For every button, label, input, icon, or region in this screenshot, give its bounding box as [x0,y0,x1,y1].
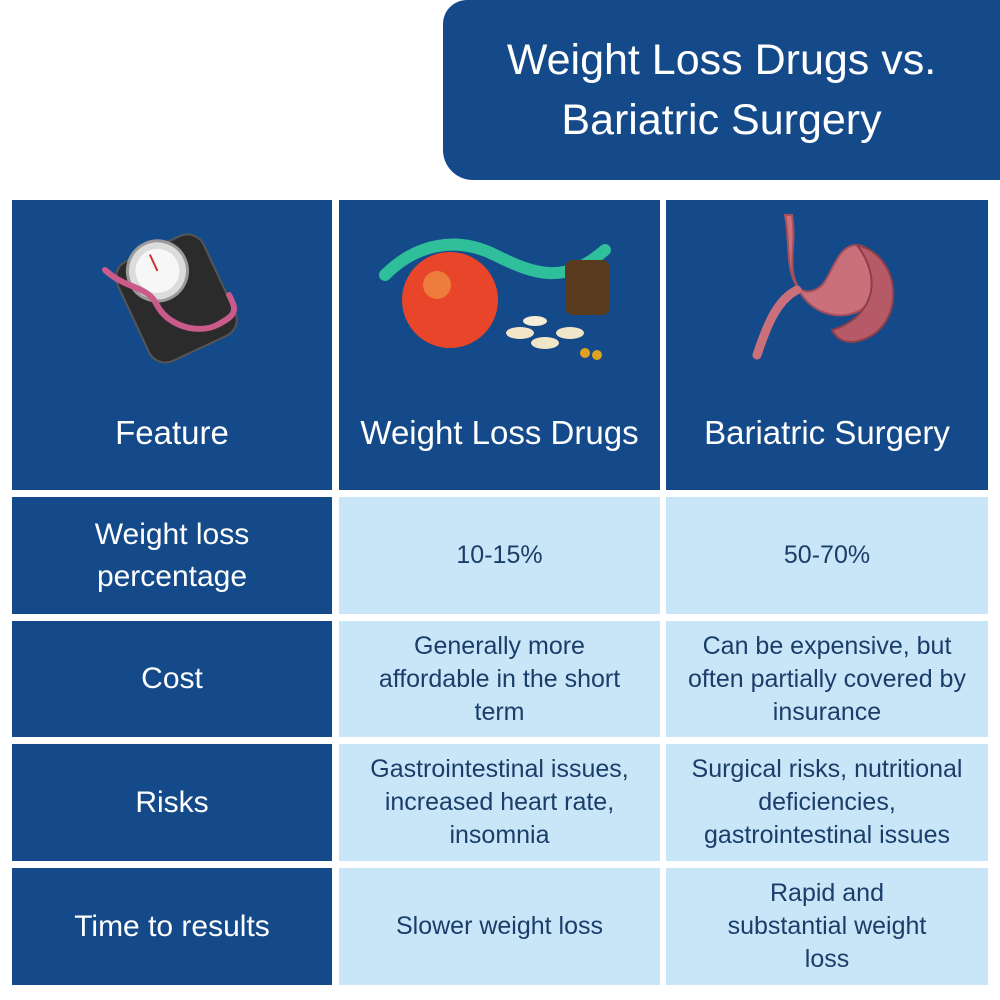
cell-surgery-cost: Can be expensive, but often partially co… [666,621,988,737]
row-label-time: Time to results [12,868,332,985]
header-feature: Feature [12,200,332,490]
header-drugs: Weight Loss Drugs [339,200,660,490]
cell-drugs-weight-loss: 10-15% [339,497,660,614]
title-banner: Weight Loss Drugs vs. Bariatric Surgery [443,0,1000,180]
cell-surgery-time: Rapid and substantial weight loss [666,868,988,985]
header-surgery-label: Bariatric Surgery [704,414,950,451]
scale-icon [12,200,332,380]
title-line-2: Bariatric Surgery [561,96,882,144]
stomach-icon [666,200,988,380]
header-surgery: Bariatric Surgery [666,200,988,490]
row-label-weight-loss: Weight loss percentage [12,497,332,614]
cell-drugs-time: Slower weight loss [339,868,660,985]
cell-drugs-cost: Generally more affordable in the short t… [339,621,660,737]
cell-drugs-risks: Gastrointestinal issues, increased heart… [339,744,660,861]
title-line-1: Weight Loss Drugs vs. [506,36,937,84]
header-feature-label: Feature [115,414,229,451]
row-label-risks: Risks [12,744,332,861]
apple-pills-tape-icon [339,200,660,380]
header-drugs-label: Weight Loss Drugs [360,414,639,451]
cell-surgery-risks: Surgical risks, nutritional deficiencies… [666,744,988,861]
cell-surgery-weight-loss: 50-70% [666,497,988,614]
row-label-cost: Cost [12,621,332,737]
